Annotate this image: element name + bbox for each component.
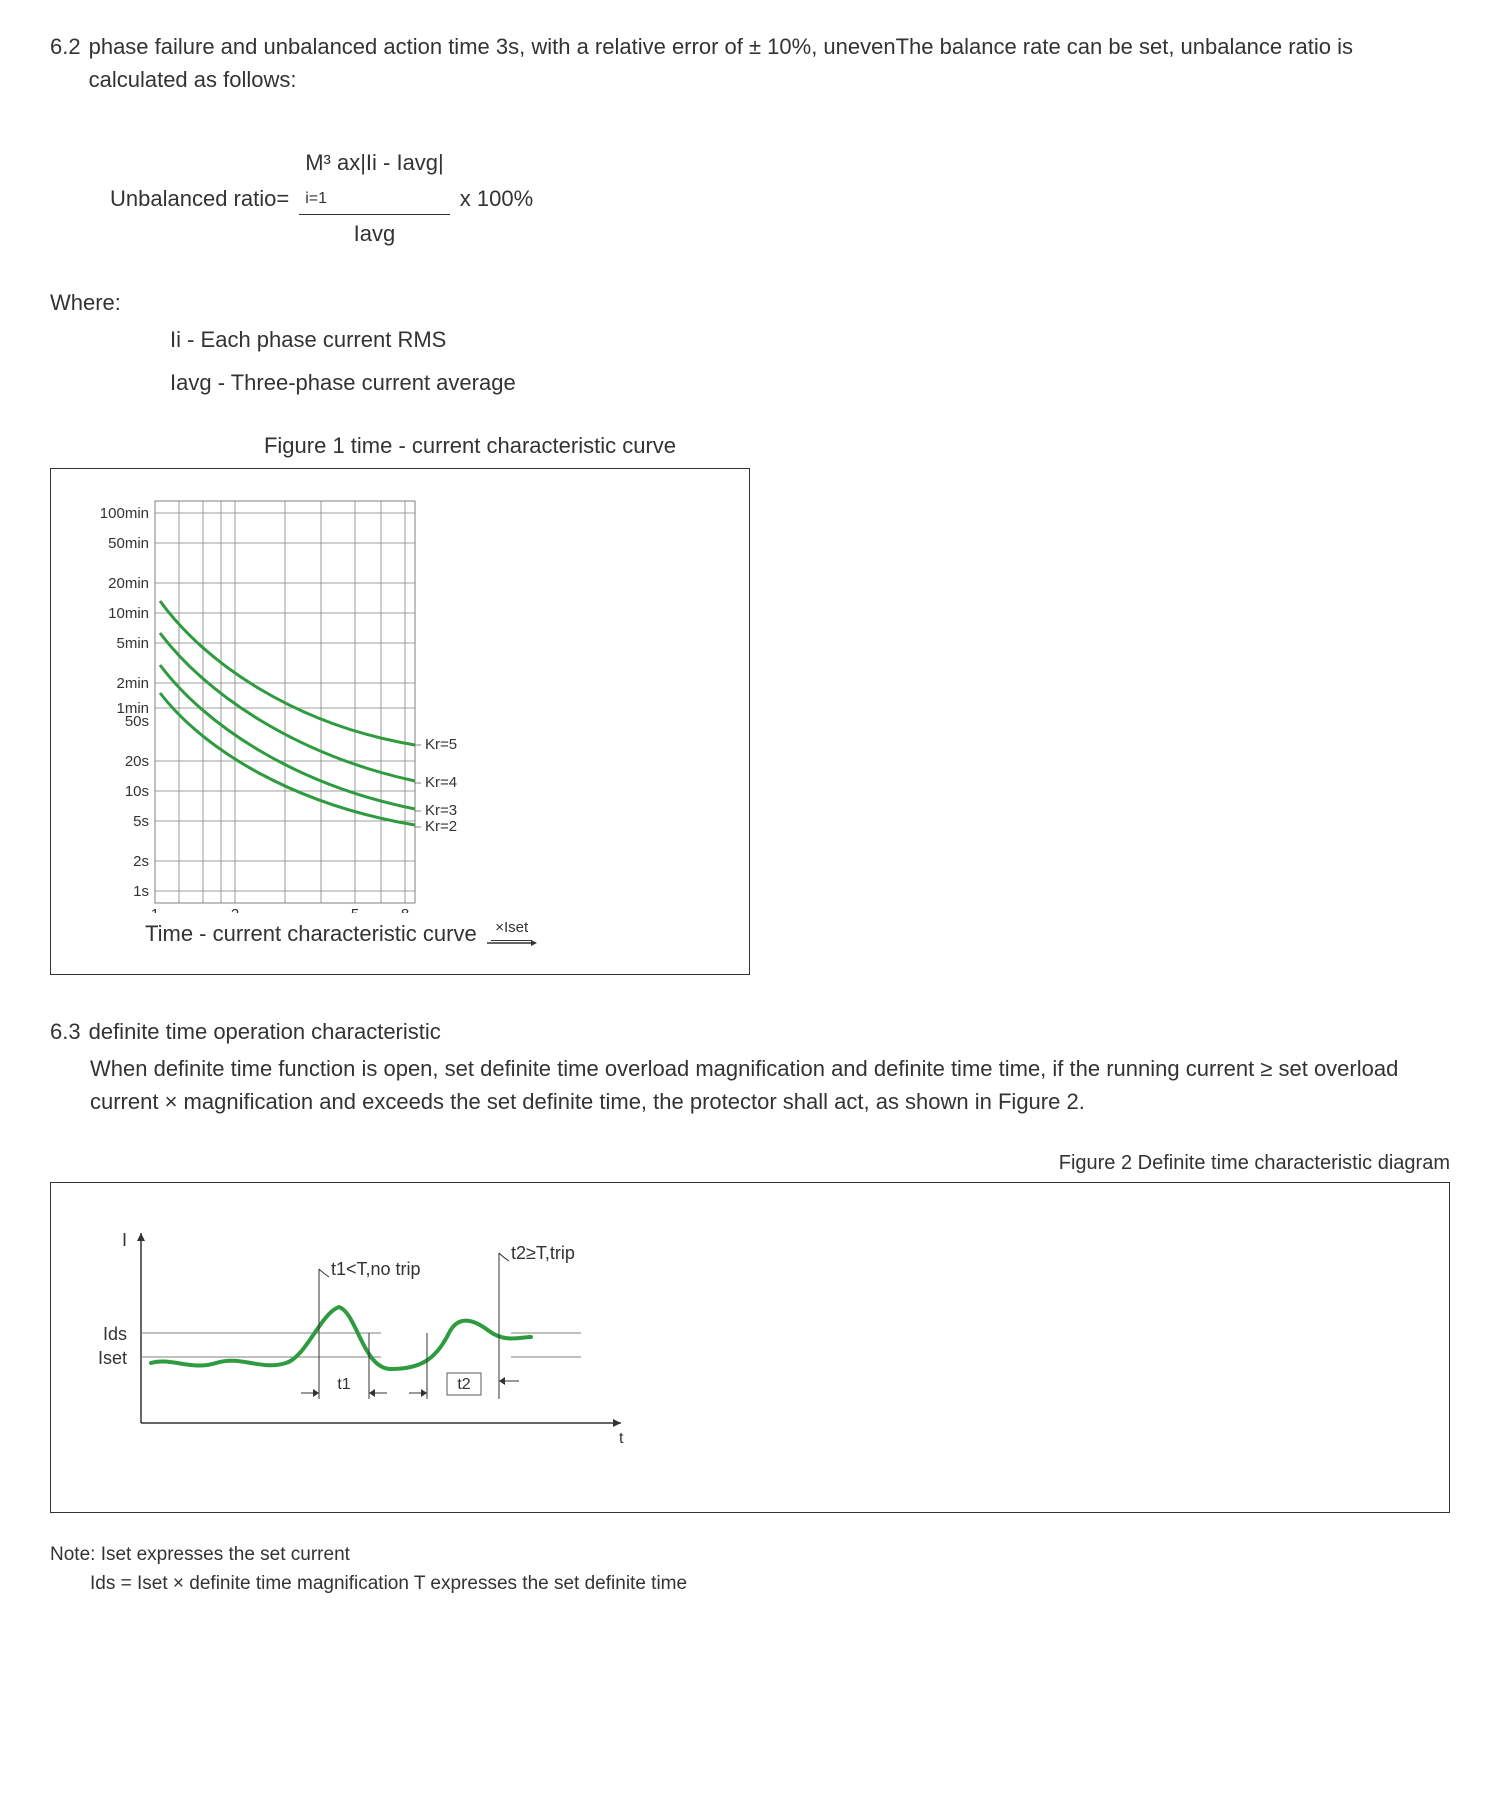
svg-text:1: 1 xyxy=(151,906,159,913)
where-ii: Ii - Each phase current RMS xyxy=(170,323,1450,356)
svg-text:Ids: Ids xyxy=(103,1324,127,1344)
where-iavg: Iavg - Three-phase current average xyxy=(170,366,1450,399)
where-definitions: Ii - Each phase current RMS Iavg - Three… xyxy=(50,323,1450,399)
figure-2-box: I Ids Iset t1 t1<T,no trip t2 t2≥T,trip t xyxy=(50,1182,1450,1513)
svg-text:50s: 50s xyxy=(125,713,149,730)
time-current-curve-chart: 100min50min20min10min5min2min1min50s20s1… xyxy=(75,493,715,913)
svg-text:20min: 20min xyxy=(108,575,149,592)
svg-text:100min: 100min xyxy=(100,505,149,522)
unbalanced-ratio-formula: Unbalanced ratio= M³ ax|Ii - Iavg| i=1 I… xyxy=(50,146,1450,250)
x-axis-label: ×Iset xyxy=(487,917,537,950)
svg-text:50min: 50min xyxy=(108,535,149,552)
formula-numerator: M³ ax|Ii - Iavg| i=1 xyxy=(299,146,450,215)
svg-text:1s: 1s xyxy=(133,883,149,900)
section-number: 6.3 xyxy=(50,1015,81,1048)
svg-text:10min: 10min xyxy=(108,605,149,622)
svg-text:8: 8 xyxy=(401,906,409,913)
svg-text:Kr=2: Kr=2 xyxy=(425,818,457,835)
section-6-3: 6.3 definite time operation characterist… xyxy=(50,1015,1450,1048)
svg-text:2: 2 xyxy=(231,906,239,913)
svg-text:Iset: Iset xyxy=(98,1348,127,1368)
formula-rhs: x 100% xyxy=(460,182,533,215)
section-6-3-body: When definite time function is open, set… xyxy=(50,1052,1450,1118)
svg-text:t1: t1 xyxy=(337,1376,350,1393)
svg-text:t2: t2 xyxy=(457,1376,470,1393)
formula-fraction: M³ ax|Ii - Iavg| i=1 Iavg xyxy=(299,146,450,250)
svg-text:5: 5 xyxy=(351,906,359,913)
section-body: phase failure and unbalanced action time… xyxy=(89,30,1450,96)
formula-denominator: Iavg xyxy=(348,215,402,250)
svg-text:Kr=4: Kr=4 xyxy=(425,774,457,791)
svg-text:2s: 2s xyxy=(133,853,149,870)
figure-1-box: 100min50min20min10min5min2min1min50s20s1… xyxy=(50,468,750,975)
svg-text:5min: 5min xyxy=(116,635,149,652)
svg-text:t: t xyxy=(619,1430,624,1447)
figure-1-title: Figure 1 time - current characteristic c… xyxy=(50,429,1450,462)
svg-text:20s: 20s xyxy=(125,753,149,770)
note-ids: Ids = Iset × definite time magnification… xyxy=(50,1570,1450,1599)
svg-text:Kr=3: Kr=3 xyxy=(425,802,457,819)
svg-text:2min: 2min xyxy=(116,675,149,692)
figure-2-title: Figure 2 Definite time characteristic di… xyxy=(50,1148,1450,1178)
svg-text:Kr=5: Kr=5 xyxy=(425,736,457,753)
where-label: Where: xyxy=(50,286,1450,319)
figure-1-caption: Time - current characteristic curve ×Ise… xyxy=(75,917,725,950)
section-number: 6.2 xyxy=(50,30,81,96)
section-title: definite time operation characteristic xyxy=(89,1015,1450,1048)
definite-time-chart: I Ids Iset t1 t1<T,no trip t2 t2≥T,trip t xyxy=(81,1213,681,1453)
note-iset: Note: Iset expresses the set current xyxy=(50,1541,1450,1570)
section-6-2: 6.2 phase failure and unbalanced action … xyxy=(50,30,1450,96)
svg-text:10s: 10s xyxy=(125,783,149,800)
formula-lhs: Unbalanced ratio= xyxy=(110,182,289,215)
svg-text:I: I xyxy=(122,1230,127,1250)
svg-text:t2≥T,trip: t2≥T,trip xyxy=(511,1243,575,1263)
svg-text:5s: 5s xyxy=(133,813,149,830)
svg-text:t1<T,no trip: t1<T,no trip xyxy=(331,1259,421,1279)
